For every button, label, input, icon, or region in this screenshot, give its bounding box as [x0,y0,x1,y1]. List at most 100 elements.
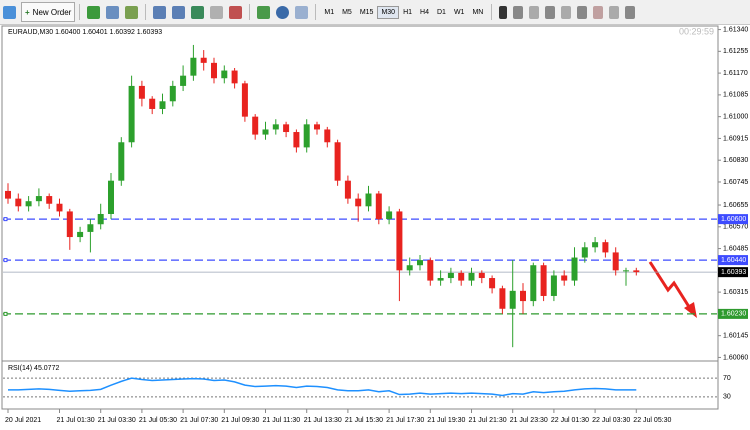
candle-body [5,190,11,199]
x-tick-label: 21 Jul 21:30 [469,417,507,424]
toolbar-icon[interactable] [257,5,271,19]
period-button[interactable]: M15 [359,8,374,16]
candle-body [252,116,259,135]
x-tick-label: 22 Jul 03:30 [592,417,630,424]
candle-body [293,132,300,148]
candle-body [35,196,42,202]
toolbar-icon[interactable] [210,5,224,19]
period-bar: M1 M5 M15 M30 H1 H4 D1 W1 MN [320,5,487,19]
x-tick-label: 21 Jul 13:30 [304,417,342,424]
toolbar-icon[interactable] [513,5,524,19]
y-tick-label: 1.61170 [723,70,748,77]
candle-body [87,224,94,232]
period-button[interactable]: D1 [436,8,446,16]
x-tick-label: 21 Jul 23:30 [510,417,548,424]
candle-body [324,129,331,143]
toolbar-icon[interactable] [87,5,101,19]
new-order-button[interactable]: + New Order [21,2,76,22]
period-button[interactable]: H1 [403,8,413,16]
toolbar-icon[interactable] [295,5,309,19]
candle-body [231,70,238,84]
toolbar: + New Order M1 M5 M15 M30 H1 H4 D1 W1 MN [0,0,750,25]
level-anchor [3,258,8,263]
period-button[interactable]: MN [472,8,484,16]
x-tick-label: 21 Jul 03:30 [98,417,136,424]
y-tick-label: 1.60060 [723,354,748,361]
level-label-box [718,267,748,278]
x-tick-label: 21 Jul 07:30 [180,417,218,424]
y-tick-label: 1.60745 [723,179,748,186]
candle-body [272,124,279,130]
candle-body [221,70,228,79]
candle-body [561,275,568,281]
candle-body [458,272,465,281]
period-button[interactable]: W1 [453,8,465,16]
x-tick-label: 21 Jul 01:30 [57,417,95,424]
level-label-box [718,308,748,319]
x-tick-label: 22 Jul 05:30 [633,417,671,424]
x-tick-label: 21 Jul 09:30 [221,417,259,424]
y-tick-label: 1.60145 [723,333,748,340]
toolbar-icon[interactable] [499,5,508,19]
candle-body [509,290,516,309]
toolbar-icon[interactable] [577,5,588,19]
candle-body [406,265,413,271]
rsi-tick-label: 30 [723,394,731,401]
candle-body [138,85,145,99]
candle-body [118,142,125,181]
toolbar-icon[interactable] [561,5,572,19]
y-tick-label: 1.60915 [723,135,748,142]
toolbar-icon[interactable] [229,5,243,19]
candle-body [592,242,599,248]
candle-body [540,265,547,296]
candle-body [334,142,341,181]
candle-body [56,203,63,212]
toolbar-icon[interactable] [153,5,167,19]
toolbar-icon[interactable] [276,5,290,19]
toolbar-icon[interactable] [191,5,205,19]
candle-body [283,124,290,133]
period-button[interactable]: M5 [342,8,352,16]
candle-body [386,211,393,220]
x-tick-label: 21 Jul 17:30 [386,417,424,424]
candle-body [478,272,485,279]
toolbar-icon[interactable] [529,5,540,19]
toolbar-icon[interactable] [625,5,636,19]
candle-body [499,288,506,309]
candle-body [149,98,156,109]
toolbar-icon[interactable] [172,5,186,19]
rsi-title: RSI(14) 45.0772 [8,365,59,372]
period-button[interactable]: H4 [420,8,429,16]
timer: 00:29:59 [679,26,714,36]
toolbar-icon[interactable] [609,5,620,19]
rsi-line [8,377,637,397]
candle-body [396,211,403,271]
candle-body [375,193,382,220]
candle-body [365,193,372,207]
toolbar-icon[interactable] [593,5,604,19]
separator [491,4,493,20]
annotation-arrow [648,261,693,311]
period-button[interactable]: M1 [324,8,335,16]
toolbar-icon[interactable] [545,5,556,19]
period-button[interactable]: M30 [377,5,400,19]
y-tick-label: 1.60570 [723,224,748,231]
candle-body [612,252,619,271]
candle-body [602,242,609,253]
candle-body [355,198,362,207]
separator [249,4,251,20]
chart-header: EURAUD,M30 1.60400 1.60401 1.60392 1.603… [8,29,162,36]
candle-body [344,180,351,199]
candle-body [15,198,22,207]
y-tick-label: 1.61085 [723,92,748,99]
candle-body [97,213,104,225]
y-tick-label: 1.61000 [723,113,748,120]
candle-body [108,180,114,214]
y-tick-label: 1.60830 [723,157,748,164]
candle-body [66,211,73,238]
x-tick-label: 21 Jul 11:30 [263,417,301,424]
toolbar-icon[interactable] [3,5,16,19]
x-tick-label: 20 Jul 2021 [5,417,41,424]
toolbar-icon[interactable] [125,5,139,19]
toolbar-icon[interactable] [106,5,120,19]
